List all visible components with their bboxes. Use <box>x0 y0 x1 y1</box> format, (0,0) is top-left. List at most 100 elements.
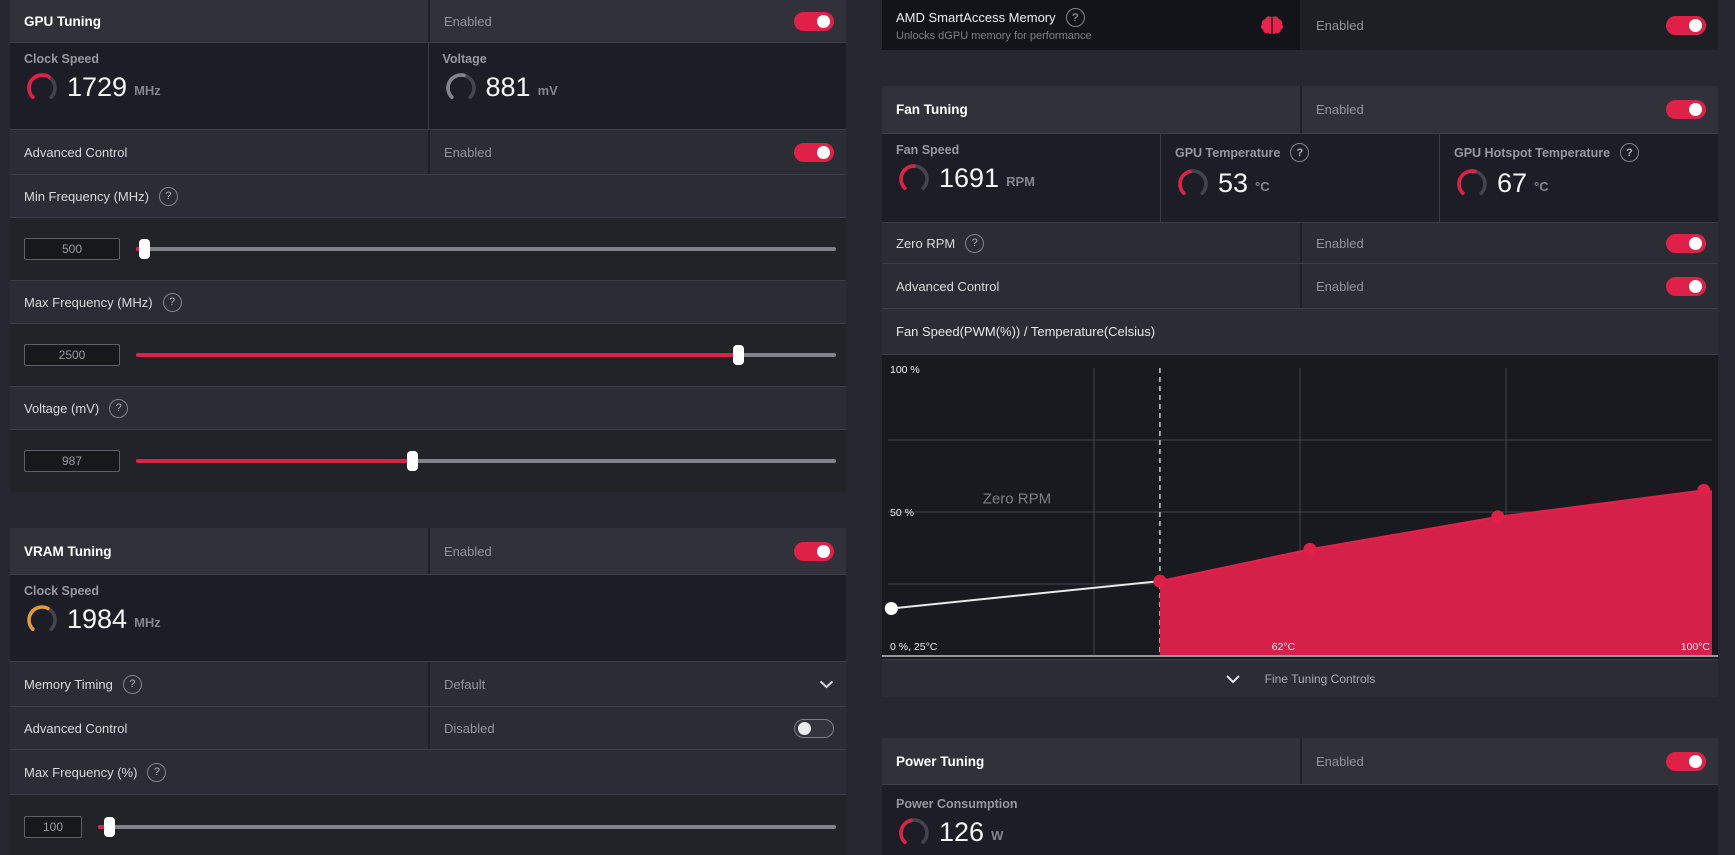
min-frequency-slider[interactable] <box>136 239 836 259</box>
gpu-tuning-toggle[interactable] <box>794 11 834 31</box>
vram-tuning-panel: VRAM Tuning Enabled Clock Speed 1984 MHz <box>10 528 846 855</box>
smart-access-toggle[interactable] <box>1666 15 1706 35</box>
gauge-label: Fan Speed <box>896 143 960 157</box>
toggle-knob <box>817 145 830 159</box>
vram-tuning-status: Enabled <box>444 543 492 559</box>
gpu-advanced-toggle[interactable] <box>794 142 834 162</box>
gauge-arc-icon <box>896 160 932 196</box>
toggle-knob <box>1689 754 1702 768</box>
help-icon[interactable]: ? <box>162 292 182 312</box>
gauge-value: 1691 <box>939 162 1000 193</box>
slider-fill <box>136 353 738 357</box>
gauge-unit: RPM <box>1006 173 1035 189</box>
gauge-label: GPU Temperature <box>1175 145 1281 160</box>
min-frequency-input[interactable] <box>24 238 120 260</box>
voltage-slider-row <box>10 429 846 492</box>
gauge-value: 1984 <box>67 603 128 634</box>
help-icon[interactable]: ? <box>1620 143 1640 162</box>
advanced-control-status: Disabled <box>444 720 495 736</box>
gauge-arc-icon <box>896 814 932 850</box>
gauge-unit: W <box>991 827 1004 843</box>
vram-advanced-control-row: Advanced Control Disabled <box>10 706 846 749</box>
zero-rpm-label: Zero RPM <box>896 235 956 251</box>
svg-text:62°C: 62°C <box>1272 641 1296 653</box>
voltage-input[interactable] <box>24 450 120 472</box>
power-tuning-title: Power Tuning <box>896 753 985 769</box>
gauge-arc-icon <box>1175 165 1211 201</box>
help-icon[interactable]: ? <box>158 186 178 206</box>
fan-curve-title: Fan Speed(PWM(%)) / Temperature(Celsius) <box>896 324 1156 339</box>
gauge-arc-icon <box>443 69 479 105</box>
vram-max-frequency-input[interactable] <box>24 816 82 838</box>
slider-thumb[interactable] <box>139 239 151 259</box>
gauge-unit: MHz <box>134 82 161 98</box>
power-tuning-panel: Power Tuning Enabled Power Consumption 1… <box>882 738 1718 855</box>
help-icon[interactable]: ? <box>147 762 167 782</box>
power-tuning-toggle[interactable] <box>1666 751 1706 771</box>
fan-gauges-row: Fan Speed 1691 RPM GPU Temperature ? 53 <box>882 133 1718 222</box>
fan-curve-title-row: Fan Speed(PWM(%)) / Temperature(Celsius) <box>882 308 1718 354</box>
left-column: GPU Tuning Enabled Clock Speed 1729 MHz … <box>10 0 846 855</box>
toggle-knob <box>1689 103 1702 116</box>
slider-fill <box>136 459 412 463</box>
slider-track[interactable] <box>98 825 836 829</box>
fan-tuning-panel: Fan Tuning Enabled Fan Speed 1691 RPM <box>882 86 1718 697</box>
max-frequency-label-row: Max Frequency (MHz) ? <box>10 280 846 323</box>
memory-timing-label: Memory Timing <box>24 676 113 692</box>
gauge-label: Voltage <box>442 52 487 66</box>
svg-text:100 %: 100 % <box>890 364 920 376</box>
fan-curve-chart[interactable]: 100 % 50 % 0 %, 25°C 62°C 100°C Zero RPM <box>882 354 1718 659</box>
gpu-clock-speed-cell: Clock Speed 1729 MHz <box>10 43 428 129</box>
advanced-control-label: Advanced Control <box>896 278 1000 294</box>
smart-access-status: Enabled <box>1316 17 1364 33</box>
gpu-hotspot-temperature-cell: GPU Hotspot Temperature ? 67 °C <box>1439 134 1718 222</box>
slider-fill <box>98 825 110 829</box>
max-frequency-label: Max Frequency (MHz) <box>24 294 153 310</box>
vram-tuning-header: VRAM Tuning Enabled <box>10 528 846 574</box>
help-icon[interactable]: ? <box>1065 8 1085 27</box>
help-icon[interactable]: ? <box>122 674 142 694</box>
svg-text:100°C: 100°C <box>1681 641 1711 653</box>
vram-max-frequency-slider[interactable] <box>98 817 836 837</box>
gpu-tuning-title: GPU Tuning <box>24 13 101 29</box>
fan-tuning-status: Enabled <box>1316 102 1364 117</box>
vram-max-frequency-slider-row <box>10 794 846 855</box>
brain-icon <box>1261 15 1283 34</box>
zero-rpm-toggle[interactable] <box>1666 233 1706 253</box>
slider-thumb[interactable] <box>104 817 116 837</box>
max-frequency-input[interactable] <box>24 344 120 366</box>
toggle-knob <box>1689 18 1702 32</box>
max-frequency-slider-row <box>10 323 846 386</box>
toggle-knob <box>1689 279 1702 293</box>
gpu-tuning-status: Enabled <box>444 13 492 29</box>
toggle-knob <box>817 544 830 558</box>
gauge-unit: MHz <box>134 614 161 630</box>
fan-tuning-toggle[interactable] <box>1666 100 1706 119</box>
slider-thumb[interactable] <box>733 345 744 365</box>
memory-timing-dropdown[interactable]: Default <box>428 662 846 706</box>
gauge-unit: mV <box>537 82 558 98</box>
fine-tuning-controls-label: Fine Tuning Controls <box>1264 671 1376 686</box>
help-icon[interactable]: ? <box>109 398 129 418</box>
fine-tuning-controls-row[interactable]: Fine Tuning Controls <box>882 659 1718 697</box>
power-tuning-status: Enabled <box>1316 753 1364 769</box>
gauge-value: 1729 <box>67 71 128 102</box>
vram-advanced-toggle[interactable] <box>794 718 834 738</box>
gpu-tuning-panel: GPU Tuning Enabled Clock Speed 1729 MHz … <box>10 0 846 492</box>
fan-speed-cell: Fan Speed 1691 RPM <box>882 134 1160 222</box>
gpu-gauges-row: Clock Speed 1729 MHz Voltage 881 mV <box>10 42 846 129</box>
slider-track[interactable] <box>136 247 836 251</box>
vram-tuning-toggle[interactable] <box>794 541 834 561</box>
chevron-down-icon[interactable] <box>1225 674 1241 684</box>
fan-advanced-toggle[interactable] <box>1666 276 1706 296</box>
slider-thumb[interactable] <box>406 451 418 471</box>
chevron-down-icon[interactable] <box>819 680 834 689</box>
memory-timing-row: Memory Timing ? Default <box>10 661 846 706</box>
slider-track[interactable] <box>136 353 836 357</box>
gauge-value: 126 <box>939 816 985 847</box>
help-icon[interactable]: ? <box>1290 143 1310 162</box>
slider-track[interactable] <box>136 459 836 463</box>
help-icon[interactable]: ? <box>965 233 985 253</box>
voltage-slider[interactable] <box>136 451 836 471</box>
max-frequency-slider[interactable] <box>136 345 836 365</box>
